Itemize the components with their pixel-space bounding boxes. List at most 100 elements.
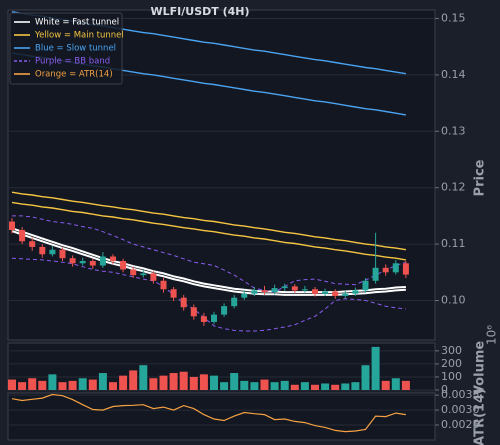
chart-title: WLFI/USDT (4H) bbox=[151, 5, 250, 18]
volume-bar bbox=[179, 371, 188, 390]
candle-body bbox=[120, 261, 127, 270]
candle-body bbox=[231, 297, 238, 307]
volume-bar bbox=[38, 380, 47, 390]
volume-bar bbox=[391, 378, 400, 390]
volume-bar bbox=[321, 383, 330, 390]
volume-bar bbox=[199, 374, 208, 390]
volume-bar bbox=[381, 380, 390, 390]
volume-bar bbox=[68, 380, 77, 390]
volume-bar bbox=[109, 382, 117, 390]
legend-label: Orange = ATR(14) bbox=[35, 70, 113, 80]
overlay-line bbox=[11, 191, 407, 251]
volume-bar bbox=[300, 382, 309, 390]
candle-body bbox=[301, 289, 308, 291]
volume-bar bbox=[159, 375, 168, 390]
candle-body bbox=[89, 261, 96, 266]
candle-body bbox=[291, 286, 298, 291]
atr-axis-label: ATR(14) bbox=[473, 388, 488, 445]
candle-body bbox=[39, 246, 46, 255]
y-axis-label: Price bbox=[473, 159, 488, 196]
candle-body bbox=[312, 289, 318, 294]
candle-body bbox=[170, 289, 177, 298]
y-tick-label: 0.13 bbox=[441, 124, 466, 137]
volume-bar bbox=[8, 379, 16, 390]
candle-body bbox=[140, 273, 147, 276]
y-tick-label: 0.0035 bbox=[441, 388, 480, 401]
candle-body bbox=[180, 297, 187, 308]
candle-body bbox=[241, 293, 248, 298]
y-tick-label: 0.10 bbox=[441, 294, 466, 307]
volume-bar bbox=[139, 365, 148, 390]
volume-bar bbox=[401, 380, 410, 390]
candle-body bbox=[49, 249, 56, 255]
legend-label: Yellow = Main tunnel bbox=[34, 31, 124, 41]
legend-box bbox=[9, 12, 123, 85]
candle-body bbox=[200, 316, 207, 322]
volume-bar bbox=[28, 378, 37, 390]
volume-bar bbox=[189, 376, 198, 390]
legend-label: Purple = BB band bbox=[35, 57, 110, 67]
y-tick-label: 0.14 bbox=[441, 68, 466, 81]
candle-body bbox=[190, 307, 197, 317]
volume-bar bbox=[280, 380, 289, 390]
volume-bar bbox=[331, 384, 340, 390]
atr-panel bbox=[7, 392, 436, 441]
candle-body bbox=[392, 263, 399, 273]
candle-body bbox=[362, 280, 369, 291]
candle-body bbox=[342, 293, 349, 296]
y-tick-label: 0.15 bbox=[441, 11, 466, 24]
candle-body bbox=[271, 288, 278, 293]
legend-label: Blue = Slow tunnel bbox=[35, 44, 116, 54]
candle-body bbox=[69, 258, 76, 264]
candle-body bbox=[160, 280, 167, 290]
candle-body bbox=[281, 286, 288, 289]
candle-body bbox=[150, 273, 157, 281]
candle-body bbox=[99, 256, 106, 266]
y-tick-label: 100 bbox=[441, 370, 462, 383]
volume-bar bbox=[361, 365, 370, 390]
y-tick-label: 0 bbox=[441, 383, 448, 396]
candle-body bbox=[19, 230, 26, 242]
y-tick-label: 300 bbox=[441, 344, 462, 357]
candle-body bbox=[79, 261, 86, 264]
volume-bar bbox=[98, 373, 107, 390]
candle-body bbox=[352, 290, 359, 294]
volume-bar bbox=[371, 346, 380, 390]
volume-bar bbox=[169, 373, 178, 390]
volume-bar bbox=[119, 375, 128, 390]
overlay-line bbox=[11, 257, 406, 332]
volume-bar bbox=[250, 382, 259, 390]
volume-bar bbox=[149, 378, 158, 390]
candle-body bbox=[221, 306, 228, 315]
volume-bar bbox=[88, 379, 97, 390]
overlay-line bbox=[11, 227, 406, 294]
volume-bar bbox=[210, 375, 218, 390]
atr-line bbox=[11, 393, 406, 433]
candle-body bbox=[261, 290, 268, 293]
volume-bar bbox=[290, 384, 299, 390]
y-tick-label: 0.0025 bbox=[441, 418, 480, 431]
y-tick-label: 200 bbox=[441, 357, 462, 370]
candle-body bbox=[29, 241, 36, 247]
overlay-line bbox=[12, 215, 407, 293]
candle-body bbox=[110, 256, 116, 262]
candle-body bbox=[211, 314, 217, 322]
volume-axis-label: Volume bbox=[473, 341, 488, 396]
candle-body bbox=[372, 267, 379, 281]
volume-bar bbox=[78, 378, 87, 390]
legend: White = Fast tunnel Yellow = Main tunnel B… bbox=[9, 12, 124, 85]
y-tick-label: 0.11 bbox=[441, 237, 466, 250]
volume-bar bbox=[18, 382, 27, 390]
volume-bar bbox=[341, 383, 350, 390]
volume-bar bbox=[220, 382, 229, 390]
volume-bar bbox=[311, 384, 319, 390]
candle-body bbox=[59, 249, 66, 259]
volume-bar bbox=[230, 373, 239, 390]
y-tick-label: 0.0030 bbox=[441, 403, 480, 416]
volume-bar bbox=[270, 382, 279, 390]
volume-bar bbox=[240, 380, 249, 390]
overlay-line bbox=[11, 230, 406, 296]
candle-body bbox=[130, 269, 137, 276]
candle-body bbox=[9, 221, 15, 230]
